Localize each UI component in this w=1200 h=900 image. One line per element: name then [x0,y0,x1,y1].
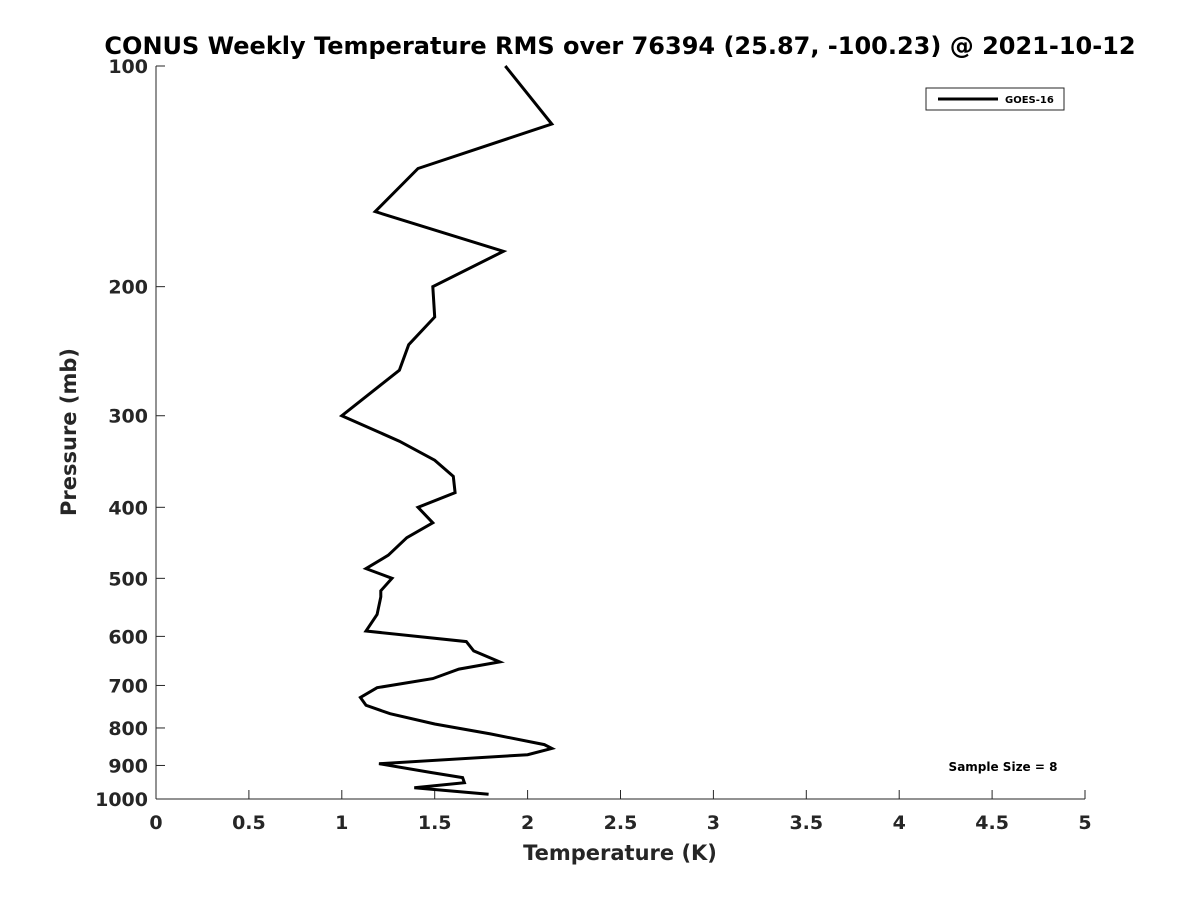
y-tick-label: 200 [108,277,148,299]
y-axis-label: Pressure (mb) [57,348,81,516]
x-tick-label: 2 [521,812,534,834]
x-tick-label: 2.5 [604,812,638,834]
x-tick-label: 0.5 [232,812,266,834]
x-tick-label: 4 [893,812,906,834]
x-tick-label: 1.5 [418,812,452,834]
x-tick-label: 0 [149,812,162,834]
x-tick-label: 1 [335,812,348,834]
y-tick-label: 800 [108,718,148,740]
y-tick-label: 100 [108,56,148,78]
series-group [338,65,557,796]
x-axis-label: Temperature (K) [523,841,717,865]
series-line-goes-16 [338,65,557,796]
x-tick-label: 3.5 [789,812,823,834]
sample-size-annotation: Sample Size = 8 [949,760,1058,774]
y-tick-label: 400 [108,497,148,519]
y-tick-label: 900 [108,755,148,777]
y-tick-label: 700 [108,675,148,697]
y-tick-label: 1000 [95,789,148,811]
y-tick-label: 300 [108,406,148,428]
legend-label-goes-16: GOES-16 [1005,95,1054,106]
x-tick-label: 5 [1078,812,1091,834]
chart-title: CONUS Weekly Temperature RMS over 76394 … [104,32,1135,60]
x-tick-label: 4.5 [975,812,1009,834]
y-tick-label: 600 [108,626,148,648]
legend: GOES-16 [925,87,1065,111]
axes: 0 0.5 1 1.5 2 2.5 3 3.5 4 4.5 5 100 200 300 400 500 600 7… [95,56,1092,834]
x-tick-label: 3 [707,812,720,834]
y-tick-label: 500 [108,568,148,590]
